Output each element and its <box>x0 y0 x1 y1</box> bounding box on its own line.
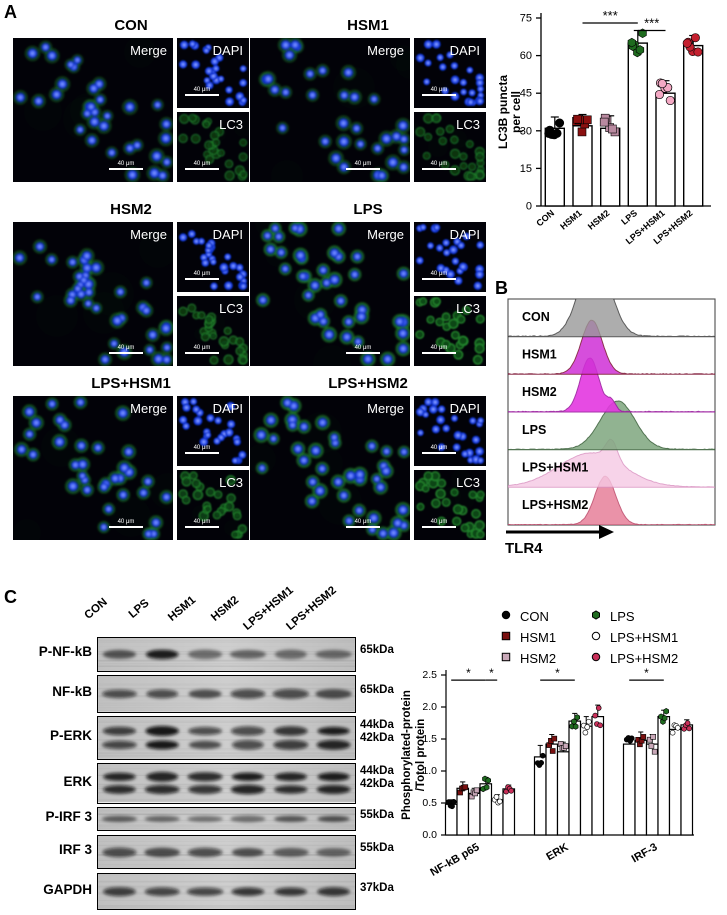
svg-text:LPS: LPS <box>619 208 639 227</box>
svg-text:40 μm: 40 μm <box>431 87 448 93</box>
svg-text:*: * <box>555 666 560 680</box>
svg-text:40 μm: 40 μm <box>118 161 135 167</box>
svg-text:LC3: LC3 <box>219 475 243 490</box>
svg-text:40 μm: 40 μm <box>194 445 211 451</box>
svg-text:0.0: 0.0 <box>422 829 437 841</box>
svg-text:Merge: Merge <box>130 227 167 242</box>
svg-text:40 μm: 40 μm <box>431 345 448 351</box>
svg-text:2.0: 2.0 <box>422 701 437 713</box>
svg-text:0.5: 0.5 <box>422 797 437 809</box>
svg-text:40 μm: 40 μm <box>118 345 135 351</box>
svg-text:75: 75 <box>520 13 532 25</box>
svg-text:HSM1: HSM1 <box>558 208 584 232</box>
svg-text:LC3: LC3 <box>219 117 243 132</box>
svg-text:DAPI: DAPI <box>213 401 243 416</box>
svg-text:15: 15 <box>520 163 532 175</box>
svg-text:Merge: Merge <box>367 401 404 416</box>
svg-text:Merge: Merge <box>367 43 404 58</box>
svg-text:*: * <box>489 666 494 680</box>
svg-text:LPS: LPS <box>522 423 546 437</box>
svg-text:NF-kB p65: NF-kB p65 <box>428 841 481 879</box>
svg-text:LC3: LC3 <box>456 475 480 490</box>
svg-text:Phosphorylated-protein: Phosphorylated-protein <box>401 690 413 820</box>
svg-text:HSM1: HSM1 <box>522 348 557 362</box>
svg-text:ERK: ERK <box>544 841 570 863</box>
svg-text:40 μm: 40 μm <box>194 345 211 351</box>
svg-text:Merge: Merge <box>130 43 167 58</box>
svg-text:DAPI: DAPI <box>213 43 243 58</box>
svg-text:40 μm: 40 μm <box>194 271 211 277</box>
svg-text:LC3: LC3 <box>456 117 480 132</box>
svg-text:2.5: 2.5 <box>422 669 437 681</box>
svg-text:DAPI: DAPI <box>450 401 480 416</box>
svg-text:Merge: Merge <box>130 401 167 416</box>
svg-text:40 μm: 40 μm <box>355 345 372 351</box>
svg-text:HSM2: HSM2 <box>586 208 612 232</box>
svg-text:*: * <box>644 666 649 680</box>
svg-text:40 μm: 40 μm <box>431 271 448 277</box>
svg-text:DAPI: DAPI <box>450 43 480 58</box>
svg-text:40 μm: 40 μm <box>431 445 448 451</box>
svg-text:40 μm: 40 μm <box>194 519 211 525</box>
svg-text:per cell: per cell <box>509 91 523 133</box>
svg-text:40 μm: 40 μm <box>355 519 372 525</box>
svg-text:LC3: LC3 <box>456 301 480 316</box>
svg-text:CON: CON <box>522 310 550 324</box>
svg-text:60: 60 <box>520 50 532 62</box>
svg-text:LC3: LC3 <box>219 301 243 316</box>
svg-text:CON: CON <box>534 208 556 229</box>
svg-text:DAPI: DAPI <box>213 227 243 242</box>
svg-text:IRF-3: IRF-3 <box>630 841 660 865</box>
svg-text:***: *** <box>603 8 618 23</box>
svg-text:40 μm: 40 μm <box>431 161 448 167</box>
svg-text:40 μm: 40 μm <box>194 87 211 93</box>
svg-text:40 μm: 40 μm <box>355 161 372 167</box>
svg-text:LPS+HSM1: LPS+HSM1 <box>522 461 588 475</box>
svg-text:LC3B puncta: LC3B puncta <box>496 75 510 149</box>
svg-text:/Totol protein: /Totol protein <box>415 719 427 792</box>
svg-text:HSM2: HSM2 <box>522 385 557 399</box>
svg-text:40 μm: 40 μm <box>118 519 135 525</box>
svg-text:***: *** <box>644 16 659 31</box>
svg-text:Merge: Merge <box>367 227 404 242</box>
svg-text:LPS+HSM2: LPS+HSM2 <box>522 498 588 512</box>
svg-text:*: * <box>466 666 471 680</box>
svg-text:DAPI: DAPI <box>450 227 480 242</box>
svg-text:40 μm: 40 μm <box>431 519 448 525</box>
svg-text:0: 0 <box>526 201 532 213</box>
svg-text:40 μm: 40 μm <box>194 161 211 167</box>
